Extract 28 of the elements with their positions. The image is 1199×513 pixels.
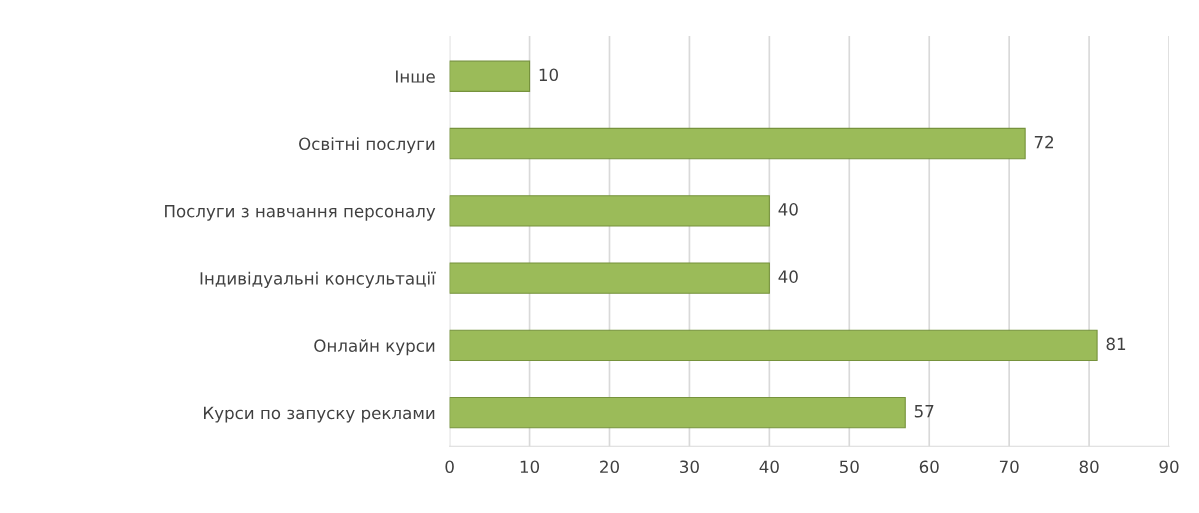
- x-tick-label: 60: [919, 460, 939, 474]
- x-tick-label: 80: [1079, 460, 1099, 474]
- x-tick-label: 10: [520, 460, 540, 474]
- bar: [449, 127, 1026, 160]
- bar: [449, 329, 1098, 362]
- data-label: 10: [539, 68, 558, 82]
- data-label: 40: [778, 203, 798, 216]
- x-tick-label: 20: [600, 460, 619, 474]
- bar: [449, 396, 906, 429]
- data-label: 81: [1106, 337, 1126, 351]
- bar: [449, 60, 531, 92]
- data-label: 40: [778, 270, 798, 283]
- x-tick-label: 50: [839, 460, 859, 474]
- x-tick-label: 40: [759, 460, 779, 474]
- x-tick-label: 0: [445, 460, 454, 474]
- y-tick-label: Онлайн курси: [314, 339, 435, 356]
- y-tick-label: Освітні послуги: [299, 137, 435, 154]
- y-tick-label: Інше: [396, 70, 435, 83]
- y-tick-label: Курси по запуску реклами: [204, 406, 435, 423]
- data-label: 57: [914, 405, 934, 418]
- x-tick-label: 70: [999, 460, 1019, 474]
- bar: [449, 262, 770, 294]
- x-tick-label: 90: [1159, 460, 1179, 474]
- y-tick-label: Індивідуальні консультації: [200, 271, 436, 288]
- bar: [449, 195, 770, 227]
- data-label: 72: [1034, 135, 1054, 149]
- y-tick-label: Послуги з навчання персоналу: [165, 205, 436, 221]
- x-tick-label: 30: [680, 460, 699, 474]
